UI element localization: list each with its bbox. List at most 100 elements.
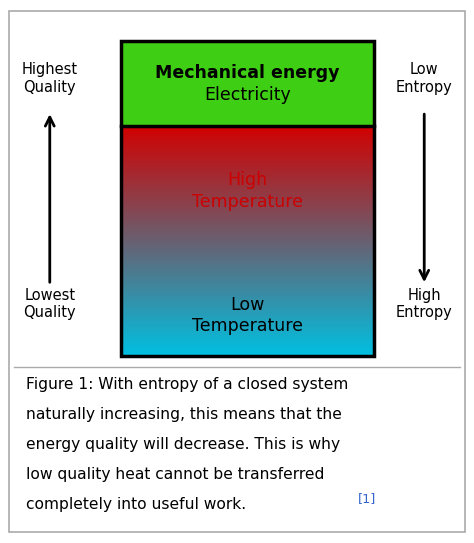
Bar — [121, 220, 374, 221]
Bar — [121, 187, 374, 188]
Bar — [121, 251, 374, 252]
Bar — [121, 293, 374, 294]
Bar — [121, 195, 374, 197]
Bar — [121, 199, 374, 200]
Bar — [121, 197, 374, 198]
Bar — [121, 266, 374, 267]
Bar — [121, 278, 374, 279]
Bar — [121, 333, 374, 334]
Bar — [121, 223, 374, 224]
Bar — [121, 174, 374, 175]
Bar — [121, 336, 374, 337]
Text: Low: Low — [230, 295, 265, 313]
Bar — [121, 330, 374, 331]
Bar — [121, 224, 374, 225]
Bar — [121, 143, 374, 144]
Bar — [121, 276, 374, 277]
Bar — [121, 161, 374, 162]
Bar — [121, 238, 374, 239]
Bar — [121, 343, 374, 344]
Bar — [121, 162, 374, 163]
Bar — [121, 303, 374, 304]
Bar — [121, 344, 374, 345]
Bar — [121, 175, 374, 176]
Bar — [121, 342, 374, 343]
Bar — [121, 299, 374, 300]
Bar — [121, 135, 374, 136]
Bar — [121, 136, 374, 137]
Bar — [121, 178, 374, 179]
Bar — [121, 282, 374, 283]
Bar — [121, 165, 374, 166]
Bar — [121, 285, 374, 286]
Bar — [121, 308, 374, 309]
Bar — [121, 334, 374, 336]
Bar — [121, 201, 374, 202]
Bar — [121, 252, 374, 253]
Text: naturally increasing, this means that the: naturally increasing, this means that th… — [26, 407, 342, 422]
Bar — [121, 236, 374, 237]
Bar — [121, 160, 374, 161]
Bar — [121, 272, 374, 273]
Bar — [121, 233, 374, 235]
Bar — [121, 291, 374, 292]
Bar — [121, 270, 374, 271]
Text: Lowest
Quality: Lowest Quality — [23, 288, 76, 320]
Bar — [121, 281, 374, 282]
Bar — [121, 214, 374, 216]
Bar — [121, 144, 374, 145]
Bar — [121, 283, 374, 284]
Bar — [121, 197, 374, 198]
Bar — [121, 184, 374, 185]
Bar — [121, 311, 374, 312]
Bar — [121, 41, 374, 126]
Bar — [121, 190, 374, 191]
Bar — [121, 134, 374, 135]
Bar — [121, 168, 374, 169]
Bar — [121, 206, 374, 207]
Bar — [121, 171, 374, 172]
Bar — [121, 325, 374, 326]
Bar — [121, 187, 374, 188]
Bar — [121, 350, 374, 351]
Bar — [121, 315, 374, 316]
Bar — [121, 235, 374, 236]
Bar — [121, 329, 374, 330]
Bar — [121, 239, 374, 240]
Bar — [121, 181, 374, 182]
Bar — [121, 288, 374, 289]
Bar — [121, 254, 374, 255]
Bar — [121, 312, 374, 313]
Bar — [121, 133, 374, 134]
Bar — [121, 137, 374, 138]
Bar — [121, 313, 374, 314]
Bar — [121, 218, 374, 219]
Bar — [121, 344, 374, 345]
Bar — [121, 236, 374, 237]
Bar — [121, 260, 374, 261]
Bar — [121, 191, 374, 192]
Bar — [121, 222, 374, 223]
Bar — [121, 173, 374, 174]
Bar — [121, 178, 374, 179]
Bar — [121, 188, 374, 189]
Bar — [121, 175, 374, 176]
Bar — [121, 167, 374, 168]
Bar — [121, 301, 374, 302]
Bar — [121, 200, 374, 201]
Bar — [121, 274, 374, 275]
Bar — [121, 184, 374, 185]
Bar — [121, 136, 374, 137]
Bar — [121, 341, 374, 342]
Bar — [121, 284, 374, 285]
Bar — [121, 231, 374, 232]
Bar — [121, 283, 374, 285]
Bar — [121, 226, 374, 227]
Bar — [121, 351, 374, 352]
Bar — [121, 326, 374, 327]
Bar — [121, 230, 374, 231]
Bar — [121, 249, 374, 250]
Bar — [121, 185, 374, 186]
Bar — [121, 307, 374, 308]
Bar — [121, 304, 374, 305]
